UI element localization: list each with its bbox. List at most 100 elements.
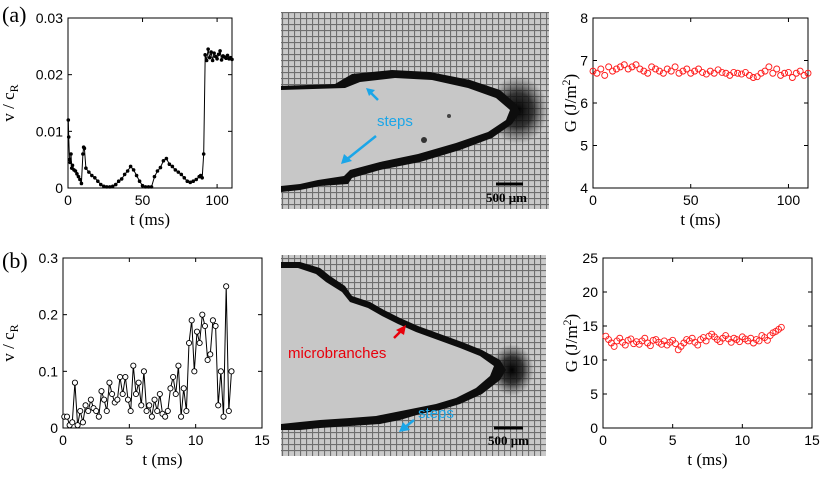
steps-arrow-a2 bbox=[345, 135, 377, 161]
a_G-point bbox=[804, 69, 812, 77]
a_G-point bbox=[683, 65, 691, 73]
a_velocity-point bbox=[75, 172, 79, 176]
b_G-point bbox=[694, 341, 702, 349]
a_velocity-point bbox=[101, 184, 106, 189]
b_G-point bbox=[610, 342, 618, 350]
a_G-point bbox=[800, 71, 808, 79]
a_velocity-point bbox=[119, 177, 124, 181]
b_velocity-point bbox=[77, 407, 84, 415]
a_velocity-point bbox=[185, 179, 190, 183]
b_velocity-xlabel: t (ms) bbox=[142, 450, 182, 469]
crack-tip-shadow-b bbox=[490, 344, 534, 396]
a_velocity-point bbox=[200, 176, 204, 180]
panel-label-a: (a) bbox=[2, 2, 26, 27]
b_velocity-point bbox=[162, 413, 169, 420]
a_velocity-point bbox=[170, 164, 175, 169]
b_velocity-point bbox=[71, 379, 78, 386]
a_velocity-point bbox=[218, 49, 222, 53]
a_velocity-ytick-label: 0 bbox=[55, 180, 63, 196]
b_velocity-point bbox=[127, 407, 134, 415]
a_velocity-point bbox=[210, 58, 215, 63]
b_G-ytick-label: 5 bbox=[590, 386, 598, 402]
a_G-point bbox=[706, 67, 714, 75]
a_velocity-point bbox=[76, 174, 81, 179]
b_velocity-point bbox=[151, 396, 158, 403]
b_velocity-point bbox=[103, 407, 110, 415]
a_G-point bbox=[734, 69, 742, 77]
b_G-point bbox=[755, 337, 763, 345]
a_velocity-point bbox=[161, 159, 166, 163]
a_G-point bbox=[757, 69, 765, 77]
chart-a-energy: 0 50 100 4 5 6 7 8 t (ms) G (J/m2) bbox=[559, 10, 812, 229]
a_velocity-point bbox=[146, 185, 151, 189]
a_G-point bbox=[601, 71, 609, 79]
a_G-point bbox=[796, 67, 804, 75]
b_velocity-point bbox=[178, 413, 185, 420]
b_velocity-point bbox=[201, 322, 209, 330]
b_velocity-point bbox=[130, 362, 137, 369]
a_G-point bbox=[605, 63, 613, 71]
speck-a1 bbox=[421, 137, 427, 143]
b_G-point bbox=[646, 342, 654, 350]
a_velocity-point bbox=[110, 184, 115, 189]
a_velocity-point bbox=[116, 179, 121, 183]
b_velocity-point bbox=[116, 373, 124, 381]
a_velocity-xtick-label: 100 bbox=[205, 192, 229, 208]
b_G-xtick-label: 10 bbox=[735, 432, 751, 448]
a_velocity-point bbox=[209, 50, 213, 54]
a_velocity-point bbox=[93, 176, 97, 180]
b_G-ytick-label: 20 bbox=[582, 284, 598, 300]
a_velocity-point bbox=[67, 157, 72, 162]
a_velocity-point bbox=[104, 185, 109, 189]
b_velocity-point bbox=[146, 402, 153, 409]
a_G-point bbox=[722, 69, 730, 77]
a_velocity-point bbox=[113, 182, 118, 187]
a_velocity-point bbox=[167, 162, 172, 166]
b_velocity-point bbox=[148, 413, 155, 420]
b_velocity-ytick-label: 0.1 bbox=[39, 363, 59, 379]
a_G-point bbox=[609, 67, 616, 75]
a_velocity-point bbox=[78, 177, 82, 182]
b_velocity-point bbox=[212, 322, 219, 330]
a_G-point bbox=[663, 65, 671, 73]
b_velocity-point bbox=[79, 419, 86, 426]
b_velocity-point bbox=[87, 396, 94, 403]
a_G-point bbox=[777, 71, 785, 79]
a_velocity-ytick-label: 0.02 bbox=[36, 67, 63, 83]
b_velocity-point bbox=[191, 368, 198, 375]
a_velocity-point bbox=[188, 180, 193, 185]
a_G-point bbox=[718, 68, 726, 76]
b_velocity-point bbox=[135, 379, 142, 386]
a_velocity-xtick-label: 0 bbox=[64, 192, 72, 208]
a_G-point bbox=[632, 61, 640, 69]
a_G-point bbox=[624, 65, 632, 73]
a_G-point bbox=[620, 61, 628, 69]
a_velocity-point bbox=[176, 170, 181, 174]
a_velocity-point bbox=[164, 156, 169, 161]
b_velocity-point bbox=[119, 390, 126, 398]
b_velocity-point bbox=[185, 339, 193, 347]
b_velocity-point bbox=[199, 311, 206, 318]
scalebar-label-a: 500 μm bbox=[486, 190, 527, 205]
b_velocity-point bbox=[69, 419, 76, 426]
b_velocity-axes-box bbox=[62, 257, 263, 429]
a_velocity-point bbox=[182, 176, 187, 180]
a_G-point bbox=[695, 65, 702, 73]
chart-b-energy: 0 5 10 15 0 5 10 15 20 25 t (ms) G (J/m2) bbox=[560, 250, 820, 469]
b_G-ytick-label: 10 bbox=[582, 352, 598, 368]
b_velocity-ylabel: v / cR bbox=[0, 324, 21, 361]
a_velocity-point bbox=[212, 51, 216, 55]
b_velocity-point bbox=[122, 373, 129, 381]
steps-arrowhead-a2 bbox=[341, 154, 352, 164]
b_velocity-point bbox=[74, 422, 81, 429]
a_velocity-point bbox=[66, 135, 71, 139]
a_G-point bbox=[644, 69, 652, 77]
a_G-point bbox=[785, 68, 792, 76]
b_velocity-point bbox=[215, 402, 222, 409]
a_G-point bbox=[749, 74, 757, 81]
a_velocity-ylabel: v / cR bbox=[0, 84, 21, 121]
b_G-ytick-label: 15 bbox=[582, 318, 598, 334]
b_velocity-point bbox=[167, 385, 174, 392]
b_velocity-point bbox=[172, 390, 179, 398]
b_velocity-point bbox=[204, 356, 211, 364]
